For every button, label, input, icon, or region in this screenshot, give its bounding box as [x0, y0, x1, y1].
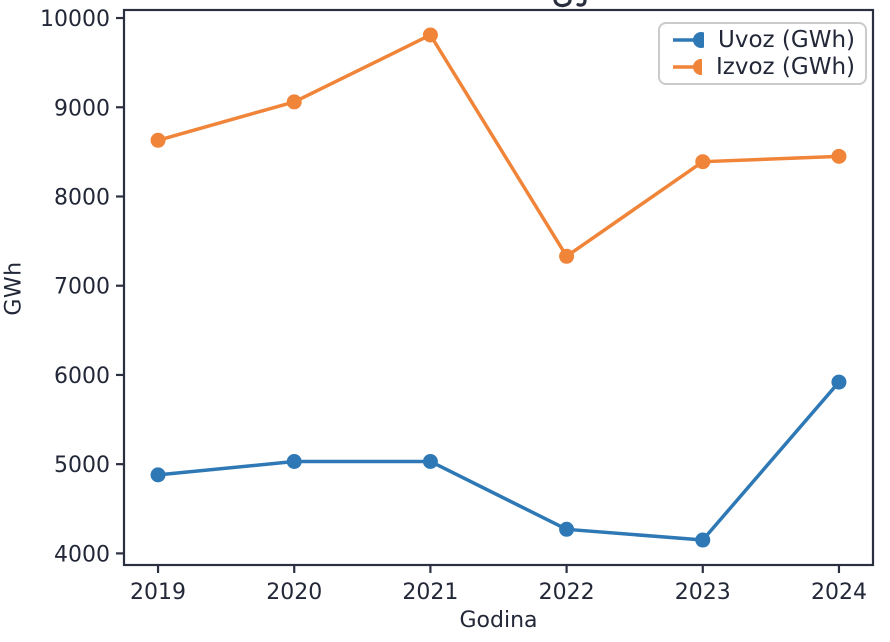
y-tick-label: 5000 [54, 453, 110, 478]
data-point-marker [695, 154, 711, 170]
data-point-marker [150, 467, 166, 483]
legend-item: Izvoz (GWh) [672, 54, 855, 82]
data-point-marker [831, 374, 847, 390]
y-tick-label: 7000 [54, 275, 110, 300]
y-tick-label: 6000 [54, 364, 110, 389]
series-line-uvoz-gwh [156, 380, 841, 542]
data-point-marker [422, 453, 438, 469]
data-point-marker [831, 148, 847, 164]
y-tick-label: 8000 [54, 185, 110, 210]
x-tick-label: 2020 [266, 580, 322, 605]
legend-item: Uvoz (GWh) [672, 26, 855, 54]
data-point-marker [559, 521, 575, 537]
data-point-marker [422, 27, 438, 43]
series-line-izvoz-gwh [156, 33, 841, 259]
y-axis-label: GWh [1, 261, 27, 316]
legend-marker-icon [673, 59, 702, 76]
data-point-marker [559, 248, 575, 264]
x-axis-label: Godina [459, 608, 538, 633]
y-tick-label: 10000 [40, 7, 110, 32]
x-tick-label: 2021 [402, 580, 458, 605]
y-tick-label: 9000 [54, 96, 110, 121]
data-point-marker [286, 94, 302, 110]
legend-label: Izvoz (GWh) [715, 54, 855, 81]
y-tick-label: 4000 [54, 542, 110, 567]
legend: Uvoz (GWh) Izvoz (GWh) [658, 22, 867, 85]
legend-marker-icon [673, 31, 704, 48]
x-tick-label: 2019 [130, 580, 186, 605]
data-point-marker [150, 132, 166, 148]
x-tick-label: 2022 [539, 580, 595, 605]
cropped-title-descender-g [553, 0, 572, 8]
legend-label: Uvoz (GWh) [718, 26, 855, 53]
cropped-title-descender-j [576, 0, 587, 7]
data-point-marker [695, 532, 711, 548]
x-tick-label: 2023 [675, 580, 731, 605]
data-point-marker [286, 453, 302, 469]
x-tick-label: 2024 [811, 580, 867, 605]
plot-area [122, 8, 875, 567]
